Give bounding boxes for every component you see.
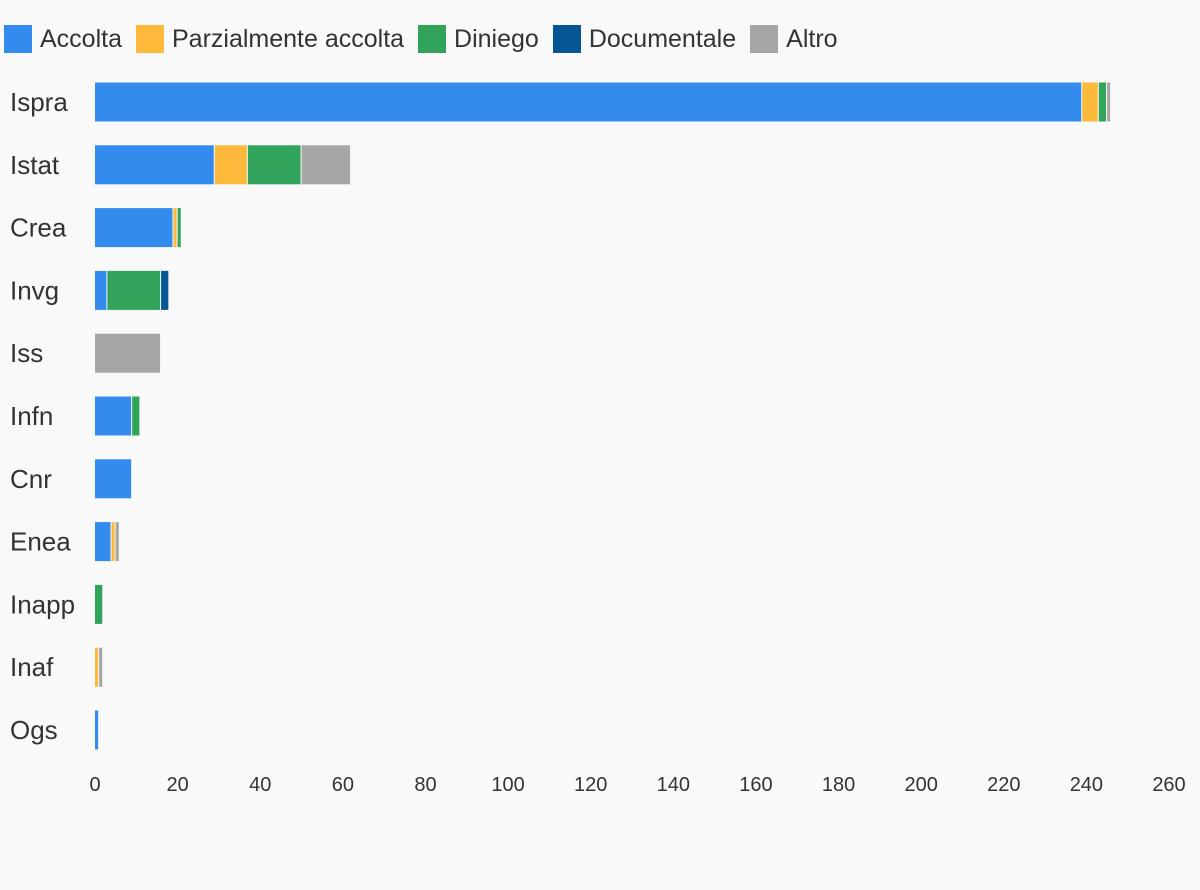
bar-segment[interactable] (95, 145, 214, 185)
bar-segment[interactable] (1082, 82, 1098, 122)
x-tick-label: 140 (657, 774, 690, 796)
legend-label: Altro (786, 24, 838, 53)
bar-segment[interactable] (111, 522, 115, 562)
bar-segment[interactable] (247, 145, 301, 185)
x-tick-label: 60 (332, 774, 354, 796)
x-tick-label: 180 (822, 774, 855, 796)
bar-segment[interactable] (214, 145, 247, 185)
bar-segment[interactable] (99, 647, 103, 687)
bar-segment[interactable] (95, 522, 111, 562)
bar-segment[interactable] (95, 647, 99, 687)
bar-segment[interactable] (1107, 82, 1111, 122)
legend-label: Parzialmente accolta (171, 24, 405, 53)
category-label: Crea (10, 213, 67, 243)
x-tick-label: 0 (89, 774, 100, 796)
x-tick-label: 220 (987, 774, 1020, 796)
bar-segment[interactable] (161, 270, 169, 310)
legend-item-2[interactable]: Diniego (418, 25, 539, 54)
bar-segment[interactable] (95, 396, 132, 436)
category-label: Cnr (10, 464, 52, 494)
bar-segment[interactable] (95, 270, 107, 310)
legend-label: Documentale (588, 24, 737, 53)
category-label: Ogs (10, 715, 58, 745)
legend-swatch (418, 25, 447, 53)
bar-segment[interactable] (301, 145, 351, 185)
category-label: Ispra (10, 87, 68, 117)
category-label: Iss (10, 338, 43, 368)
category-label: Enea (10, 527, 71, 557)
x-tick-label: 260 (1152, 774, 1185, 796)
legend-swatch (552, 25, 581, 53)
legend-item-0[interactable]: Accolta (4, 25, 122, 54)
legend: Accolta Parzialmente accolta Diniego Docume… (4, 22, 838, 56)
bar-segment[interactable] (173, 208, 177, 248)
bar-segment[interactable] (95, 710, 99, 750)
category-label: Istat (10, 150, 60, 180)
x-tick-label: 40 (249, 774, 271, 796)
bar-segment[interactable] (107, 270, 161, 310)
category-label: Inapp (10, 589, 75, 619)
bar-segment[interactable] (95, 584, 103, 624)
bar-segment[interactable] (95, 333, 161, 373)
bar-segment[interactable] (132, 396, 140, 436)
bar-segment[interactable] (115, 522, 119, 562)
x-tick-label: 240 (1070, 774, 1103, 796)
x-tick-label: 200 (904, 774, 937, 796)
bar-segment[interactable] (95, 82, 1082, 122)
category-label: Invg (10, 275, 59, 305)
bar-segment[interactable] (95, 459, 132, 499)
legend-label: Accolta (40, 24, 122, 53)
bar-segment[interactable] (177, 208, 181, 248)
x-tick-label: 160 (739, 774, 772, 796)
category-label: Infn (10, 401, 53, 431)
legend-label: Diniego (454, 24, 539, 53)
bar-segment[interactable] (95, 208, 173, 248)
x-tick-label: 80 (414, 774, 436, 796)
legend-item-1[interactable]: Parzialmente accolta (135, 24, 405, 54)
legend-swatch (135, 25, 164, 53)
legend-item-4[interactable]: Altro (750, 24, 838, 54)
legend-item-3[interactable]: Documentale (552, 24, 737, 54)
category-label: Inaf (10, 652, 54, 682)
legend-swatch (750, 25, 779, 53)
x-tick-label: 100 (491, 774, 524, 796)
legend-swatch (4, 25, 32, 53)
x-tick-label: 120 (574, 774, 607, 796)
x-tick-label: 20 (166, 774, 188, 796)
bar-segment[interactable] (1098, 82, 1107, 122)
